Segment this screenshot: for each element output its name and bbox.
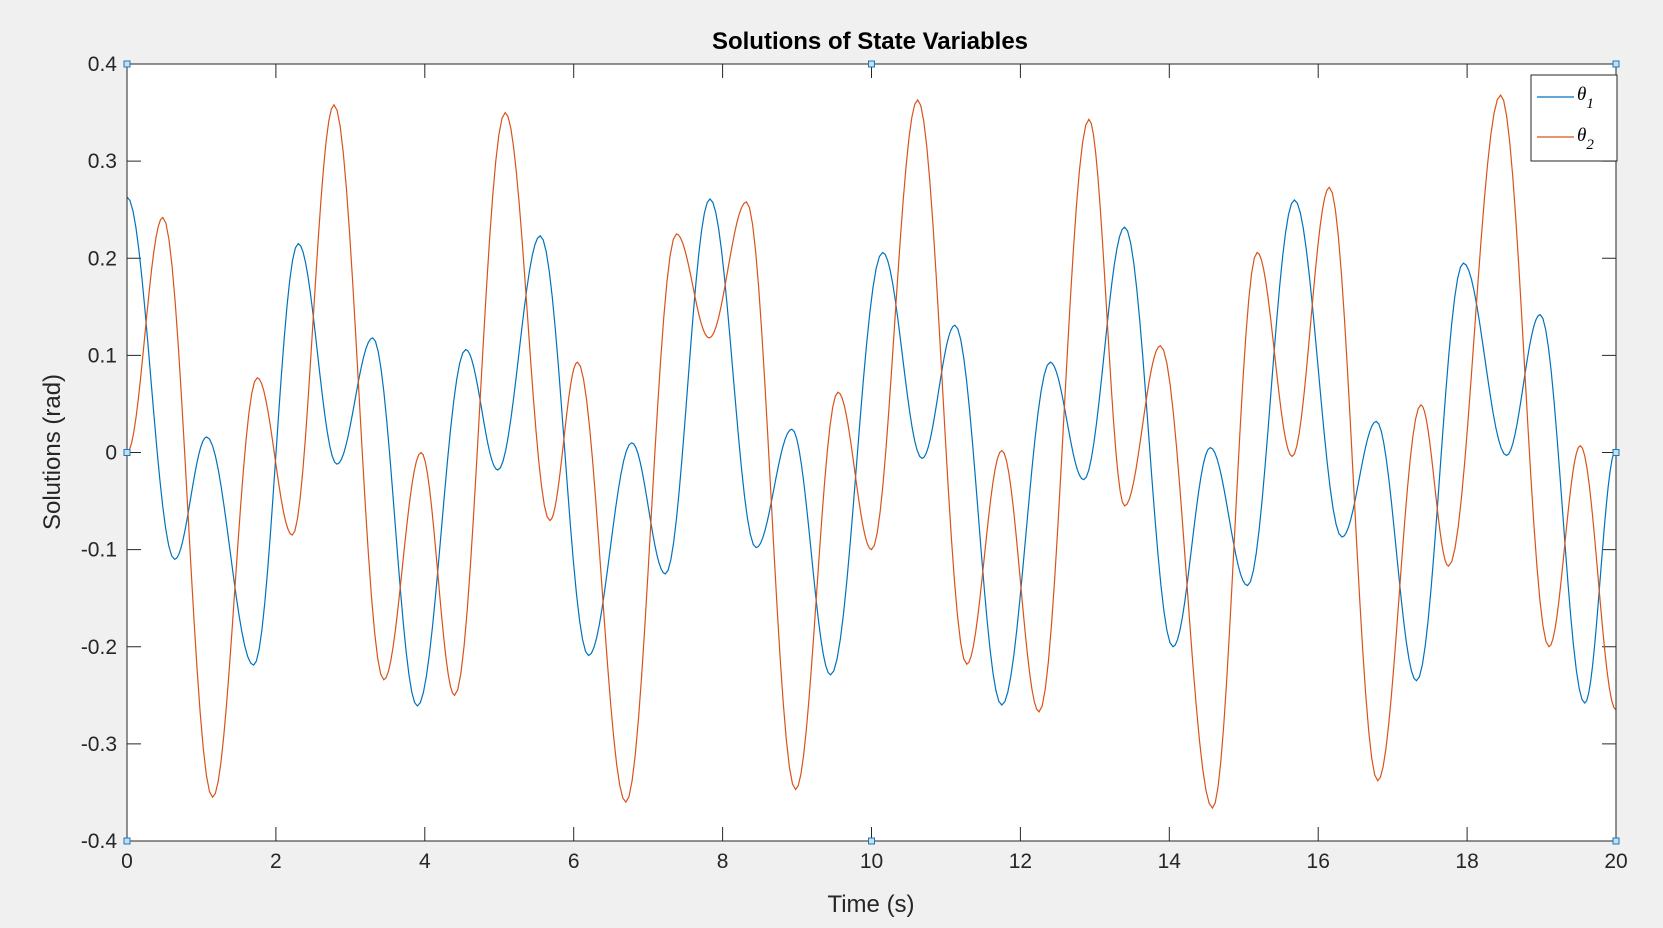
x-tick-label: 2 <box>270 850 282 873</box>
resize-handle[interactable] <box>1612 60 1620 68</box>
selection-handles[interactable] <box>123 60 1620 845</box>
resize-handle[interactable] <box>123 837 131 845</box>
y-tick-label: -0.4 <box>81 830 118 853</box>
x-tick-label: 0 <box>121 850 133 873</box>
y-tick-label: 0.1 <box>88 344 117 367</box>
tick-labels: 0 2 4 6 8 10 12 14 16 18 20 -0.4 -0.3 -0.2 -0.1 0 0.1 0.2… <box>81 53 1628 873</box>
x-tick-label: 6 <box>568 850 580 873</box>
x-tick-label: 16 <box>1307 850 1330 873</box>
legend-entry-theta2[interactable]: θ2 <box>1537 125 1594 153</box>
resize-handle[interactable] <box>868 60 875 68</box>
x-tick-label: 10 <box>860 850 883 873</box>
y-tick-label: 0.2 <box>88 247 117 270</box>
y-tick-label: 0.4 <box>88 53 118 76</box>
resize-handle[interactable] <box>123 60 131 68</box>
plot-area <box>127 64 1616 841</box>
legend-box <box>1530 74 1618 162</box>
x-tick-label: 8 <box>717 850 729 873</box>
x-tick-label: 18 <box>1455 850 1478 873</box>
x-tick-label: 20 <box>1604 850 1627 873</box>
x-tick-label: 4 <box>419 850 431 873</box>
legend-entry-theta1[interactable]: θ1 <box>1537 84 1594 112</box>
y-tick-label: -0.1 <box>81 539 117 562</box>
x-tick-label: 14 <box>1158 850 1182 873</box>
resize-handle[interactable] <box>123 449 131 456</box>
resize-handle[interactable] <box>1612 449 1620 456</box>
y-tick-label: 0.3 <box>88 150 117 173</box>
x-axis-label: Time (s) <box>827 891 914 918</box>
chart-title: Solutions of State Variables <box>712 28 1028 55</box>
resize-handle[interactable] <box>868 837 875 845</box>
y-axis-label: Solutions (rad) <box>39 374 66 530</box>
legend-label-theta1: θ1 <box>1577 84 1594 112</box>
y-tick-label: -0.3 <box>81 733 117 756</box>
y-tick-label: 0 <box>105 442 117 465</box>
series-line-theta1 <box>126 196 1617 707</box>
resize-handle[interactable] <box>1612 837 1620 845</box>
series-layer <box>126 93 1617 810</box>
legend-label-theta2: θ2 <box>1577 125 1594 153</box>
x-tick-label: 12 <box>1009 850 1032 873</box>
y-tick-label: -0.2 <box>81 636 117 659</box>
series-line-theta2 <box>126 93 1617 810</box>
legend[interactable]: θ1 θ2 <box>1530 74 1618 162</box>
